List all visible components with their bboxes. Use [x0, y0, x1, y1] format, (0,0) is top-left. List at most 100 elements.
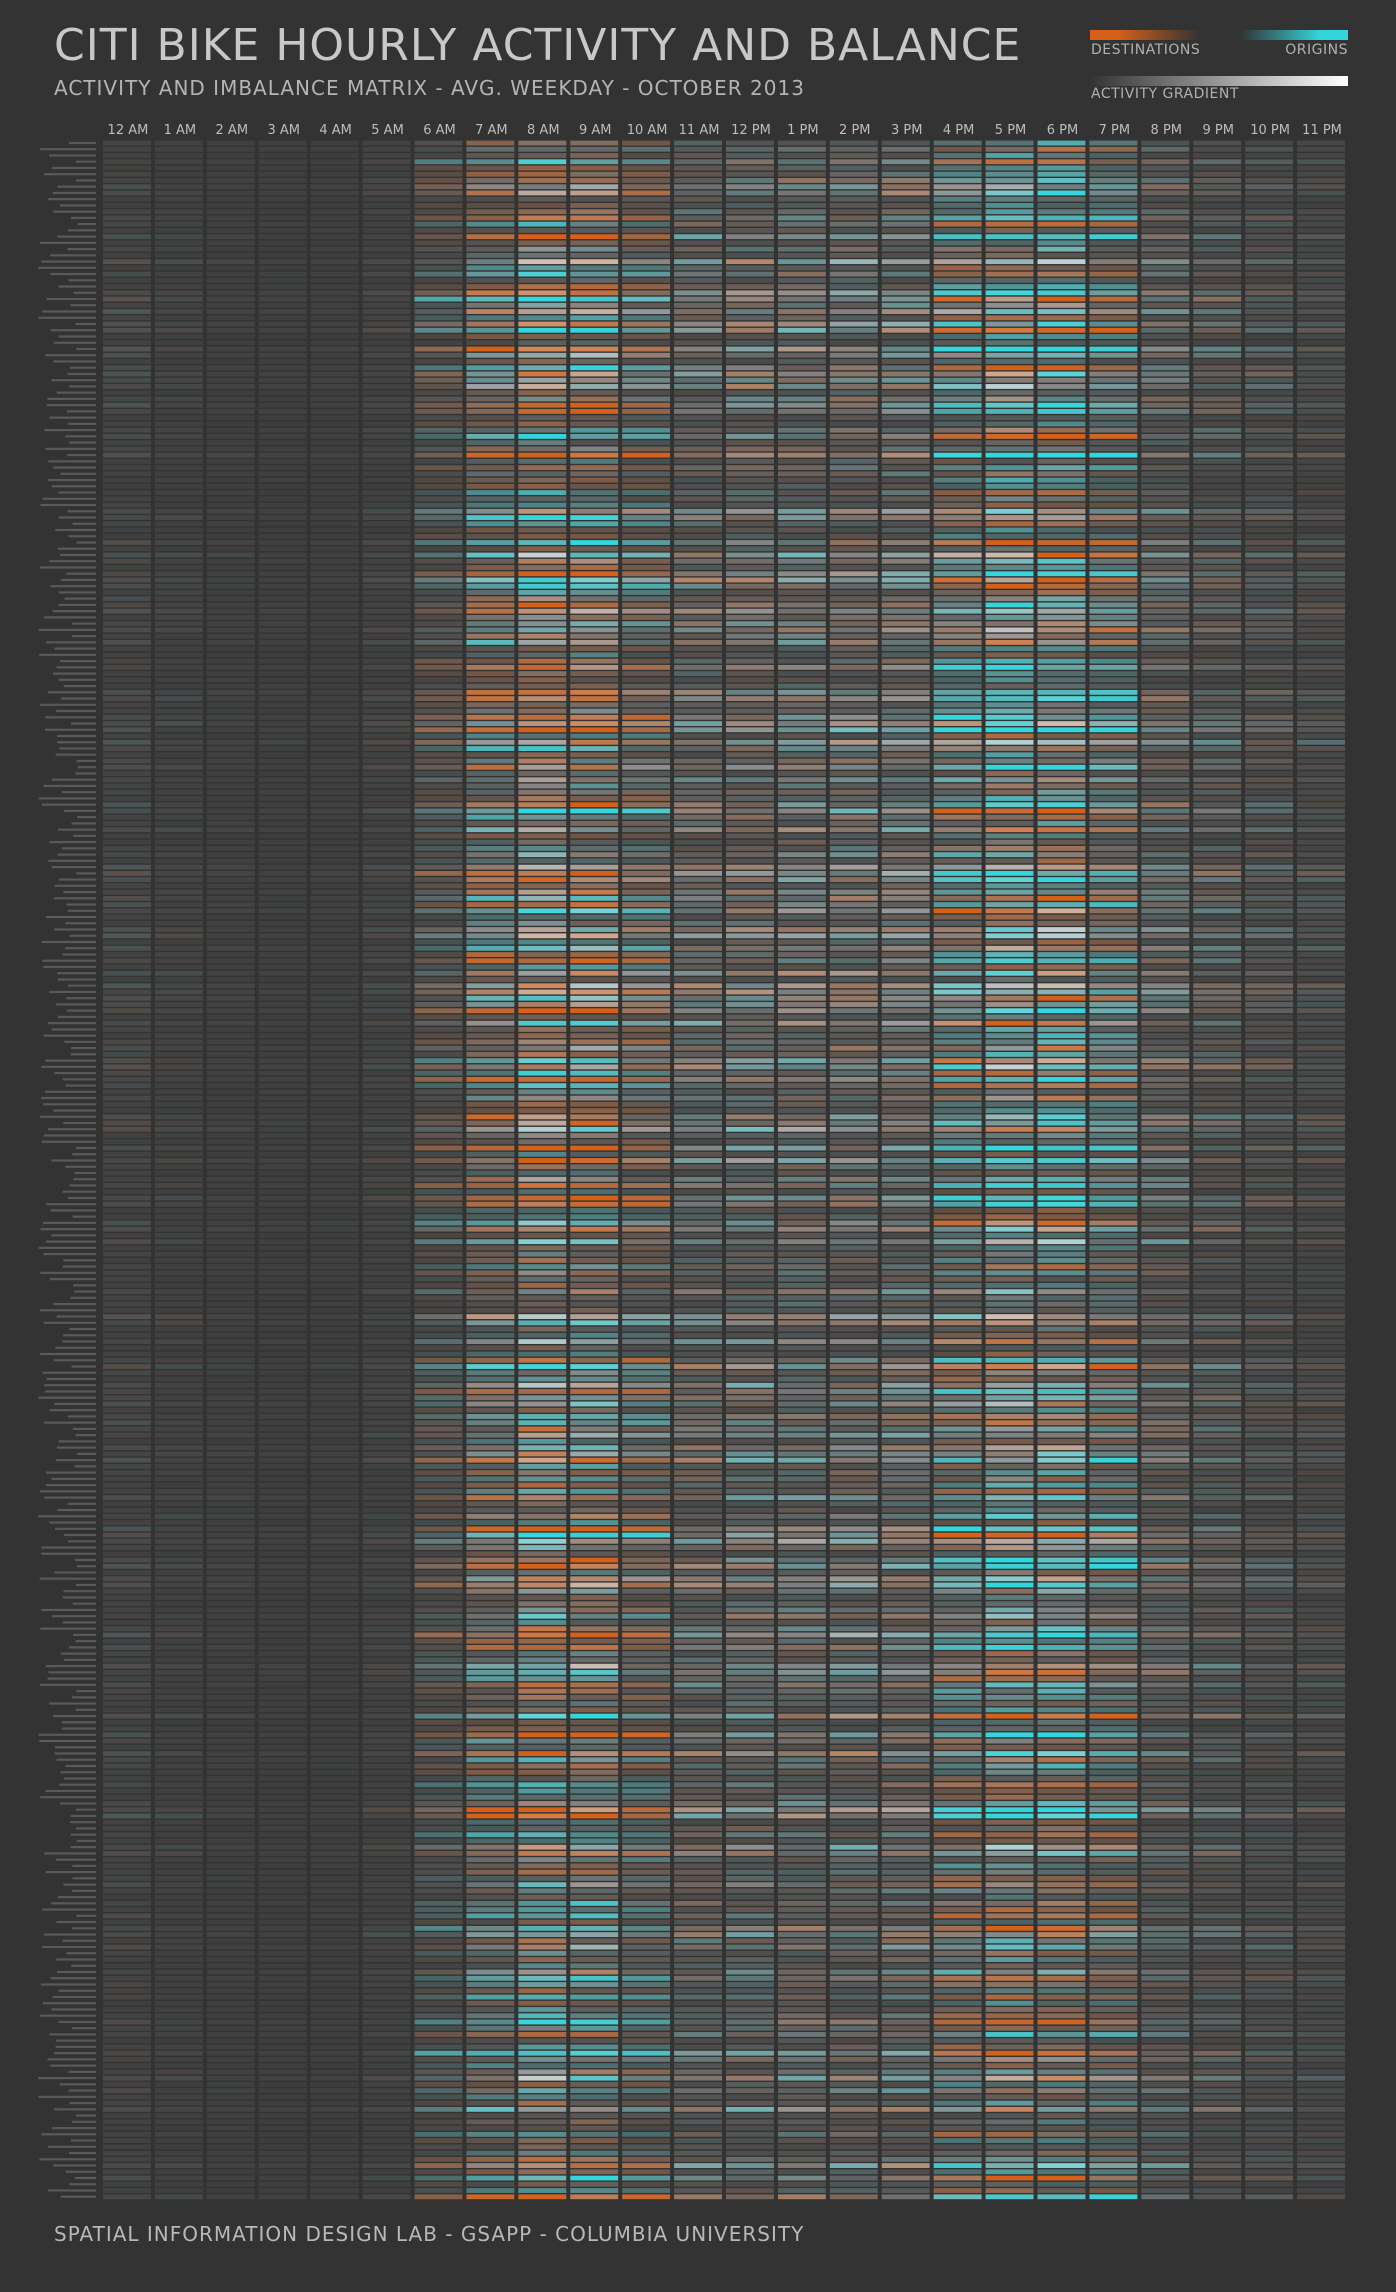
heatmap-cell [1245, 1070, 1294, 1076]
heatmap-cell [258, 540, 307, 545]
heatmap-cell [622, 1164, 671, 1170]
heatmap-cell [1037, 521, 1086, 527]
heatmap-cell [310, 346, 359, 352]
heatmap-cell [674, 552, 722, 558]
heatmap-cell [1245, 1083, 1294, 1089]
heatmap-cell [258, 409, 307, 414]
heatmap-cell [1141, 1095, 1190, 1101]
heatmap-cell [414, 702, 463, 708]
heatmap-cell [570, 590, 619, 595]
y-tick-label [49, 841, 96, 844]
heatmap-cell [518, 983, 567, 989]
y-tick-label [48, 198, 96, 201]
heatmap-cell [1297, 1002, 1345, 1007]
heatmap-cell [570, 140, 619, 146]
heatmap-cell [570, 1189, 619, 1195]
heatmap-cell [1297, 1289, 1345, 1295]
heatmap-cell [1089, 777, 1138, 783]
heatmap-cell [985, 1251, 1034, 1257]
heatmap-cell [726, 327, 774, 333]
heatmap-cell [206, 1126, 255, 1132]
heatmap-cell [1141, 827, 1190, 833]
heatmap-cell [1089, 421, 1138, 427]
heatmap-cell [1141, 1201, 1190, 1207]
heatmap-cell [258, 1176, 307, 1182]
heatmap-cell [362, 689, 411, 695]
heatmap-cell [1141, 721, 1190, 726]
heatmap-cell [1089, 1339, 1138, 1344]
heatmap-cell [103, 1239, 151, 1245]
heatmap-cell [1141, 945, 1190, 951]
heatmap-cell [570, 733, 619, 739]
heatmap-cell [466, 933, 515, 939]
heatmap-cell [933, 502, 982, 508]
heatmap-cell [829, 1301, 878, 1307]
heatmap-cell [1193, 721, 1242, 726]
heatmap-cell [258, 958, 307, 964]
heatmap-cell [1141, 1370, 1190, 1376]
heatmap-cell [726, 565, 774, 570]
heatmap-cell [258, 1045, 307, 1051]
heatmap-cell [206, 1226, 255, 1232]
heatmap-cell [933, 714, 982, 720]
heatmap-cell [1089, 1164, 1138, 1170]
heatmap-cell [206, 733, 255, 739]
y-tick-label [54, 647, 96, 650]
heatmap-cell [1297, 1226, 1345, 1232]
heatmap-cell [622, 577, 671, 583]
heatmap-cell [1245, 821, 1294, 826]
heatmap-cell [103, 259, 151, 265]
heatmap-cell [777, 1176, 826, 1182]
heatmap-cell [518, 802, 567, 808]
heatmap-cell [1089, 377, 1138, 383]
heatmap-cell [985, 758, 1034, 764]
heatmap-cell [310, 1289, 359, 1295]
heatmap-cell [1297, 284, 1345, 290]
heatmap-cell [414, 452, 463, 458]
heatmap-cell [154, 1039, 203, 1045]
heatmap-cell [933, 402, 982, 408]
heatmap-cell [881, 1083, 930, 1089]
heatmap-cell [414, 977, 463, 982]
y-tick-label [67, 1009, 96, 1012]
heatmap-cell [1297, 714, 1345, 720]
heatmap-cell [518, 508, 567, 514]
heatmap-cell [622, 433, 671, 439]
heatmap-cell [777, 721, 826, 726]
heatmap-cell [414, 1108, 463, 1114]
y-tick-label [41, 1065, 96, 1068]
heatmap-cell [1037, 827, 1086, 833]
heatmap-cell [985, 1220, 1034, 1226]
heatmap-cell [518, 1126, 567, 1132]
heatmap-cell [414, 577, 463, 583]
heatmap-cell [985, 552, 1034, 558]
heatmap-cell [1089, 1282, 1138, 1288]
heatmap-cell [674, 1139, 722, 1145]
heatmap-cell [1193, 346, 1242, 352]
heatmap-cell [622, 1076, 671, 1082]
heatmap-cell [362, 1027, 411, 1032]
heatmap-cell [726, 1257, 774, 1263]
heatmap-cell [362, 864, 411, 870]
heatmap-cell [1297, 483, 1345, 489]
heatmap-cell [103, 821, 151, 826]
heatmap-cell [1141, 215, 1190, 221]
heatmap-cell [1089, 590, 1138, 595]
heatmap-cell [466, 327, 515, 333]
heatmap-cell [1297, 365, 1345, 371]
heatmap-cell [570, 446, 619, 452]
heatmap-cell [518, 1320, 567, 1326]
heatmap-cell [1297, 1183, 1345, 1188]
heatmap-cell [985, 989, 1034, 995]
heatmap-cell [466, 1033, 515, 1039]
heatmap-cell [829, 165, 878, 171]
heatmap-cell [777, 1364, 826, 1369]
heatmap-cell [414, 558, 463, 564]
heatmap-cell [362, 608, 411, 614]
heatmap-cell [777, 1039, 826, 1045]
heatmap-cell [1297, 1276, 1345, 1282]
heatmap-cell [1245, 334, 1294, 339]
y-tick-label [64, 809, 96, 812]
heatmap-cell [1141, 639, 1190, 645]
heatmap-cell [1089, 608, 1138, 614]
